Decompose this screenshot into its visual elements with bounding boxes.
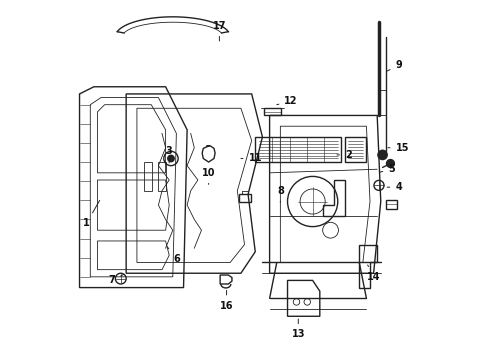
Text: 6: 6 <box>167 247 180 264</box>
Bar <box>239 194 250 202</box>
Text: 7: 7 <box>108 274 123 285</box>
Bar <box>263 108 280 116</box>
Text: 17: 17 <box>212 21 225 41</box>
Text: 14: 14 <box>366 265 380 282</box>
Circle shape <box>167 155 174 162</box>
Text: 12: 12 <box>276 96 297 106</box>
Bar <box>344 137 366 162</box>
Circle shape <box>386 159 394 167</box>
Text: 4: 4 <box>386 182 401 192</box>
Text: 10: 10 <box>202 168 215 184</box>
Text: 16: 16 <box>220 291 233 311</box>
Bar <box>255 137 341 162</box>
Text: 11: 11 <box>241 153 262 163</box>
Bar <box>144 162 152 191</box>
Text: 3: 3 <box>165 146 172 163</box>
Text: 5: 5 <box>379 164 394 174</box>
Text: 13: 13 <box>291 319 305 339</box>
Text: 1: 1 <box>83 201 100 228</box>
Text: 9: 9 <box>386 60 401 71</box>
Text: 15: 15 <box>387 143 408 153</box>
Text: 8: 8 <box>276 186 283 202</box>
Text: 2: 2 <box>336 150 351 160</box>
Bar <box>158 162 166 191</box>
Bar <box>386 200 396 209</box>
Circle shape <box>377 150 386 159</box>
